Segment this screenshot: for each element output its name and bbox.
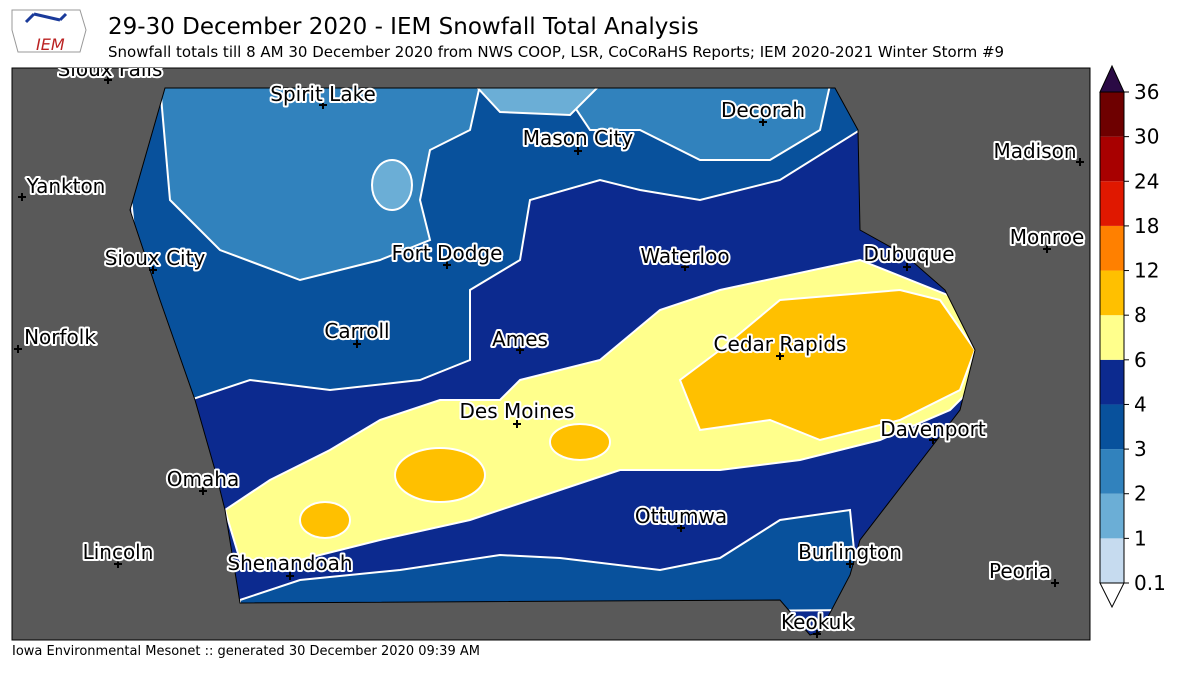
city-marker	[353, 340, 361, 348]
colorbar-label: 6	[1134, 348, 1147, 372]
state-outline	[129, 87, 976, 636]
city-label: Burlington	[798, 540, 902, 564]
city-label: Sioux City	[105, 246, 206, 270]
footer: Iowa Environmental Mesonet :: generated …	[12, 644, 480, 659]
city-label: Carroll	[324, 319, 389, 343]
snow-analysis	[130, 88, 975, 635]
colorbar-label: 0.1	[1134, 571, 1166, 595]
city-marker	[574, 147, 582, 155]
city-label: Fort Dodge	[392, 241, 503, 265]
colorbar-label: 1	[1134, 526, 1147, 550]
city-marker	[319, 101, 327, 109]
colorbar-segment	[1100, 136, 1124, 182]
colorbar-segment	[1100, 493, 1124, 539]
colorbar-label: 8	[1134, 303, 1147, 327]
city-marker	[443, 261, 451, 269]
colorbar-segment	[1100, 538, 1124, 583]
city-marker	[1051, 579, 1059, 587]
city-marker	[903, 263, 911, 271]
colorbar-under	[1099, 582, 1125, 609]
city-label: Shenandoah	[227, 551, 352, 575]
city-label: Davenport	[880, 417, 986, 441]
city-label: Ames	[492, 327, 548, 351]
colorbar-segment	[1100, 225, 1124, 271]
city-label: Madison	[993, 139, 1076, 163]
colorbar-label: 4	[1134, 392, 1147, 416]
logo: IEM	[11, 9, 87, 54]
city-marker	[813, 630, 821, 638]
city-marker	[104, 76, 112, 84]
colorbar-label: 24	[1134, 169, 1159, 193]
city-marker	[286, 572, 294, 580]
colorbar-segment	[1100, 449, 1124, 494]
city-marker	[516, 346, 524, 354]
city-marker	[1043, 245, 1051, 253]
colorbar-segment	[1100, 315, 1124, 360]
city-marker	[18, 193, 26, 201]
city-label: Keokuk	[781, 610, 853, 634]
city-marker	[846, 560, 854, 568]
city-label: Des Moines	[460, 399, 575, 423]
city-label: Spirit Lake	[270, 82, 376, 106]
city-marker	[776, 352, 784, 360]
colorbar-label: 2	[1134, 482, 1147, 506]
colorbar-label: 30	[1134, 125, 1159, 149]
city-label: Cedar Rapids	[714, 332, 847, 356]
city-marker	[199, 487, 207, 495]
city-marker	[677, 524, 685, 532]
city-label: Decorah	[721, 98, 805, 122]
colorbar-label: 3	[1134, 437, 1147, 461]
city-marker	[929, 436, 937, 444]
city-label: Lincoln	[83, 540, 154, 564]
city-label: Dubuque	[863, 242, 954, 266]
city-label: Mason City	[523, 126, 634, 150]
city-layer: Sioux Falls Spirit Lake Decorah Mason City M…	[14, 57, 1086, 638]
city-label: Monroe	[1010, 225, 1085, 249]
city-marker	[759, 118, 767, 126]
colorbar-segment	[1100, 270, 1124, 316]
colorbar-label: 12	[1134, 259, 1159, 283]
subtitle: Snowfall totals till 8 AM 30 December 20…	[108, 43, 1004, 61]
colorbar-over	[1099, 64, 1125, 93]
colorbar-segment	[1100, 404, 1124, 450]
city-label: Omaha	[167, 467, 239, 491]
city-label: Waterloo	[640, 244, 729, 268]
logo-text: IEM	[36, 35, 65, 54]
colorbar-segment	[1100, 181, 1124, 226]
colorbar-segment	[1100, 359, 1124, 405]
colorbar-label: 18	[1134, 214, 1159, 238]
city-marker	[14, 345, 22, 353]
city-label: Ottumwa	[635, 504, 727, 528]
city-marker	[513, 420, 521, 428]
colorbar-segment	[1100, 92, 1124, 137]
colorbar-label: 36	[1134, 80, 1159, 104]
colorbar-frame	[1099, 92, 1125, 583]
title: 29-30 December 2020 - IEM Snowfall Total…	[108, 14, 699, 40]
city-label: Peoria	[989, 559, 1051, 583]
city-label: Sioux Falls	[58, 57, 163, 81]
city-marker	[681, 263, 689, 271]
city-label: Yankton	[26, 174, 106, 198]
city-label: Norfolk	[24, 325, 96, 349]
city-marker	[149, 266, 157, 274]
city-marker	[114, 560, 122, 568]
city-marker	[1076, 158, 1084, 166]
